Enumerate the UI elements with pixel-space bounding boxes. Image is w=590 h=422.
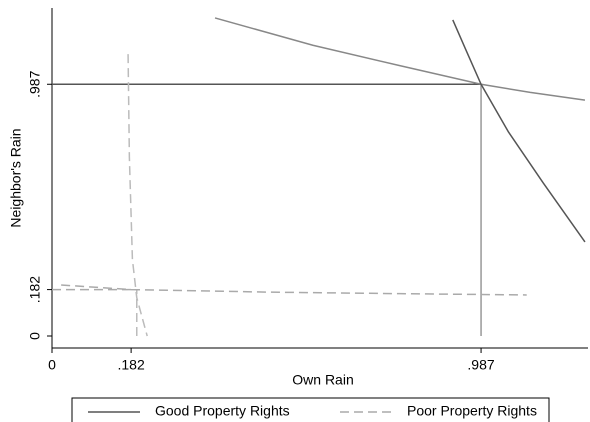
legend-box	[71, 397, 550, 422]
series-line	[452, 19, 586, 243]
y-tick-label: .987	[27, 70, 43, 97]
legend-label: Poor Property Rights	[407, 403, 537, 419]
legend-label: Good Property Rights	[155, 403, 290, 419]
series-line	[214, 17, 586, 101]
y-tick-label: .182	[27, 276, 43, 303]
series-line	[61, 284, 527, 296]
series-line	[127, 54, 148, 337]
x-tick-label: 0	[48, 357, 56, 373]
y-axis-title: Neighbor's Rain	[8, 128, 24, 227]
y-tick-label: 0	[27, 332, 43, 340]
x-tick-label: .987	[467, 357, 494, 373]
x-axis-title: Own Rain	[292, 372, 353, 388]
x-tick-label: .182	[117, 357, 144, 373]
